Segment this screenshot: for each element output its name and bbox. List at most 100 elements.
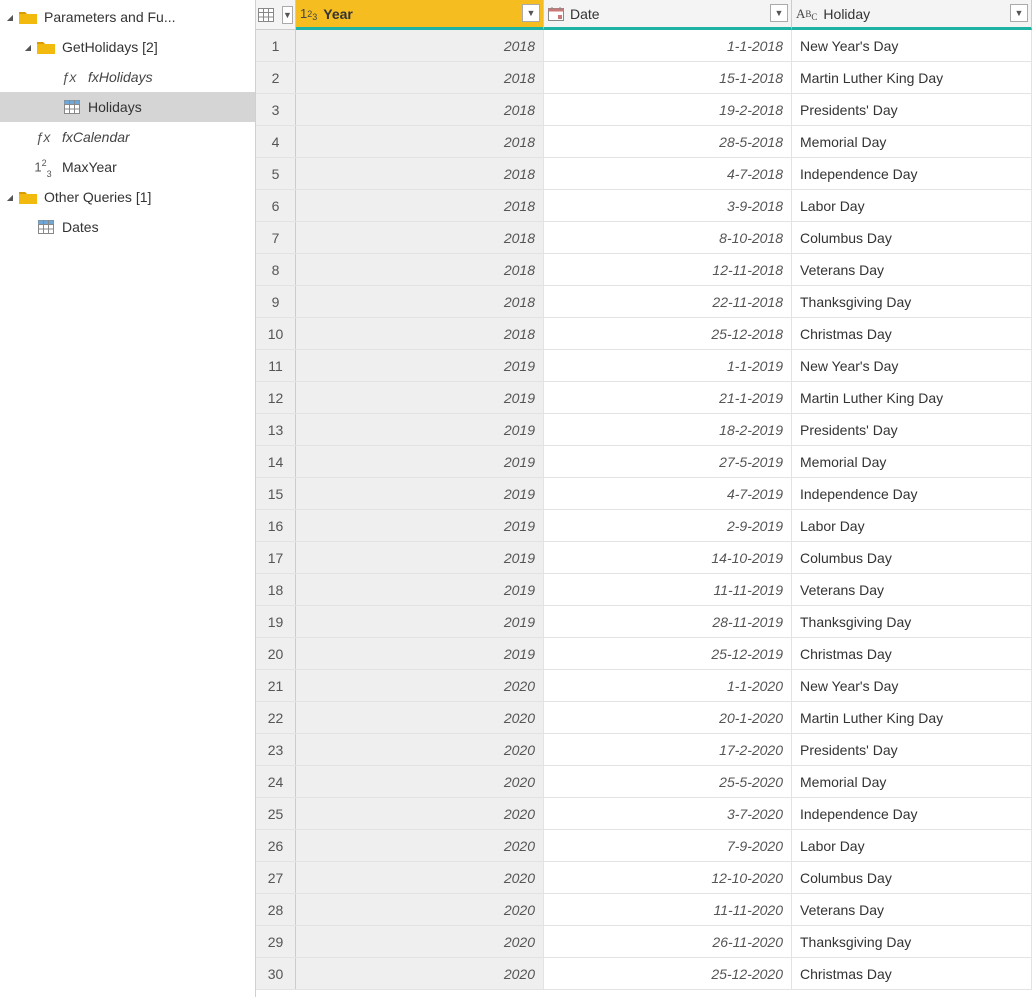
cell-date[interactable]: 22-11-2018	[544, 286, 792, 317]
cell-holiday[interactable]: New Year's Day	[792, 350, 1032, 381]
cell-holiday[interactable]: Labor Day	[792, 830, 1032, 861]
row-number[interactable]: 13	[256, 414, 296, 445]
row-number[interactable]: 28	[256, 894, 296, 925]
cell-holiday[interactable]: Columbus Day	[792, 222, 1032, 253]
table-row[interactable]: 620183-9-2018Labor Day	[256, 190, 1032, 222]
row-number[interactable]: 18	[256, 574, 296, 605]
cell-holiday[interactable]: New Year's Day	[792, 670, 1032, 701]
table-row[interactable]: 1120191-1-2019New Year's Day	[256, 350, 1032, 382]
cell-holiday[interactable]: Memorial Day	[792, 126, 1032, 157]
cell-date[interactable]: 2-9-2019	[544, 510, 792, 541]
cell-date[interactable]: 26-11-2020	[544, 926, 792, 957]
cell-year[interactable]: 2020	[296, 766, 544, 797]
table-row[interactable]: 120181-1-2018New Year's Day	[256, 30, 1032, 62]
cell-holiday[interactable]: Martin Luther King Day	[792, 382, 1032, 413]
cell-year[interactable]: 2019	[296, 542, 544, 573]
tree-item-dates[interactable]: Dates	[0, 212, 255, 242]
cell-holiday[interactable]: Veterans Day	[792, 574, 1032, 605]
table-row[interactable]: 30202025-12-2020Christmas Day	[256, 958, 1032, 990]
cell-date[interactable]: 20-1-2020	[544, 702, 792, 733]
table-row[interactable]: 1520194-7-2019Independence Day	[256, 478, 1032, 510]
table-row[interactable]: 28202011-11-2020Veterans Day	[256, 894, 1032, 926]
cell-date[interactable]: 12-10-2020	[544, 862, 792, 893]
cell-date[interactable]: 19-2-2018	[544, 94, 792, 125]
cell-year[interactable]: 2018	[296, 286, 544, 317]
table-options-dropdown[interactable]: ▼	[282, 6, 293, 24]
table-row[interactable]: 4201828-5-2018Memorial Day	[256, 126, 1032, 158]
cell-date[interactable]: 11-11-2020	[544, 894, 792, 925]
cell-date[interactable]: 12-11-2018	[544, 254, 792, 285]
row-number[interactable]: 21	[256, 670, 296, 701]
row-number[interactable]: 1	[256, 30, 296, 61]
row-number[interactable]: 4	[256, 126, 296, 157]
cell-holiday[interactable]: New Year's Day	[792, 30, 1032, 61]
row-number[interactable]: 24	[256, 766, 296, 797]
cell-date[interactable]: 25-5-2020	[544, 766, 792, 797]
row-number[interactable]: 2	[256, 62, 296, 93]
cell-year[interactable]: 2020	[296, 670, 544, 701]
table-row[interactable]: 17201914-10-2019Columbus Day	[256, 542, 1032, 574]
cell-date[interactable]: 15-1-2018	[544, 62, 792, 93]
cell-holiday[interactable]: Thanksgiving Day	[792, 926, 1032, 957]
cell-date[interactable]: 18-2-2019	[544, 414, 792, 445]
cell-holiday[interactable]: Veterans Day	[792, 254, 1032, 285]
cell-year[interactable]: 2020	[296, 926, 544, 957]
table-row[interactable]: 1620192-9-2019Labor Day	[256, 510, 1032, 542]
column-header-holiday[interactable]: ABC Holiday ▼	[792, 0, 1032, 30]
cell-date[interactable]: 25-12-2018	[544, 318, 792, 349]
table-row[interactable]: 10201825-12-2018Christmas Day	[256, 318, 1032, 350]
cell-year[interactable]: 2019	[296, 638, 544, 669]
cell-year[interactable]: 2019	[296, 574, 544, 605]
cell-holiday[interactable]: Thanksgiving Day	[792, 286, 1032, 317]
cell-date[interactable]: 1-1-2020	[544, 670, 792, 701]
cell-year[interactable]: 2019	[296, 350, 544, 381]
cell-date[interactable]: 1-1-2019	[544, 350, 792, 381]
expand-caret-icon[interactable]: ◢	[22, 43, 34, 52]
filter-dropdown[interactable]: ▼	[1010, 4, 1028, 22]
table-row[interactable]: 20201925-12-2019Christmas Day	[256, 638, 1032, 670]
cell-year[interactable]: 2019	[296, 414, 544, 445]
cell-year[interactable]: 2018	[296, 318, 544, 349]
cell-holiday[interactable]: Independence Day	[792, 478, 1032, 509]
cell-holiday[interactable]: Martin Luther King Day	[792, 62, 1032, 93]
cell-year[interactable]: 2018	[296, 254, 544, 285]
tree-item-getholidays-2[interactable]: ◢GetHolidays [2]	[0, 32, 255, 62]
cell-holiday[interactable]: Presidents' Day	[792, 414, 1032, 445]
table-row[interactable]: 12201921-1-2019Martin Luther King Day	[256, 382, 1032, 414]
cell-holiday[interactable]: Martin Luther King Day	[792, 702, 1032, 733]
cell-date[interactable]: 7-9-2020	[544, 830, 792, 861]
cell-year[interactable]: 2020	[296, 958, 544, 989]
row-number[interactable]: 30	[256, 958, 296, 989]
cell-holiday[interactable]: Independence Day	[792, 158, 1032, 189]
tree-item-fxholidays[interactable]: ƒxfxHolidays	[0, 62, 255, 92]
cell-year[interactable]: 2018	[296, 190, 544, 221]
table-row[interactable]: 9201822-11-2018Thanksgiving Day	[256, 286, 1032, 318]
table-row[interactable]: 3201819-2-2018Presidents' Day	[256, 94, 1032, 126]
row-number[interactable]: 19	[256, 606, 296, 637]
table-row[interactable]: 24202025-5-2020Memorial Day	[256, 766, 1032, 798]
cell-year[interactable]: 2018	[296, 94, 544, 125]
column-header-year[interactable]: 123 Year ▼	[296, 0, 544, 30]
row-number[interactable]: 12	[256, 382, 296, 413]
cell-date[interactable]: 25-12-2020	[544, 958, 792, 989]
filter-dropdown[interactable]: ▼	[522, 4, 540, 22]
cell-year[interactable]: 2018	[296, 126, 544, 157]
row-number[interactable]: 7	[256, 222, 296, 253]
row-number[interactable]: 26	[256, 830, 296, 861]
table-row[interactable]: 19201928-11-2019Thanksgiving Day	[256, 606, 1032, 638]
cell-year[interactable]: 2019	[296, 510, 544, 541]
cell-date[interactable]: 28-11-2019	[544, 606, 792, 637]
row-number[interactable]: 20	[256, 638, 296, 669]
cell-date[interactable]: 8-10-2018	[544, 222, 792, 253]
cell-holiday[interactable]: Labor Day	[792, 190, 1032, 221]
cell-year[interactable]: 2020	[296, 862, 544, 893]
tree-item-maxyear[interactable]: 123MaxYear	[0, 152, 255, 182]
row-number[interactable]: 22	[256, 702, 296, 733]
table-row[interactable]: 13201918-2-2019Presidents' Day	[256, 414, 1032, 446]
row-number[interactable]: 9	[256, 286, 296, 317]
table-row[interactable]: 23202017-2-2020Presidents' Day	[256, 734, 1032, 766]
cell-holiday[interactable]: Presidents' Day	[792, 734, 1032, 765]
cell-holiday[interactable]: Veterans Day	[792, 894, 1032, 925]
row-number[interactable]: 23	[256, 734, 296, 765]
tree-item-fxcalendar[interactable]: ƒxfxCalendar	[0, 122, 255, 152]
